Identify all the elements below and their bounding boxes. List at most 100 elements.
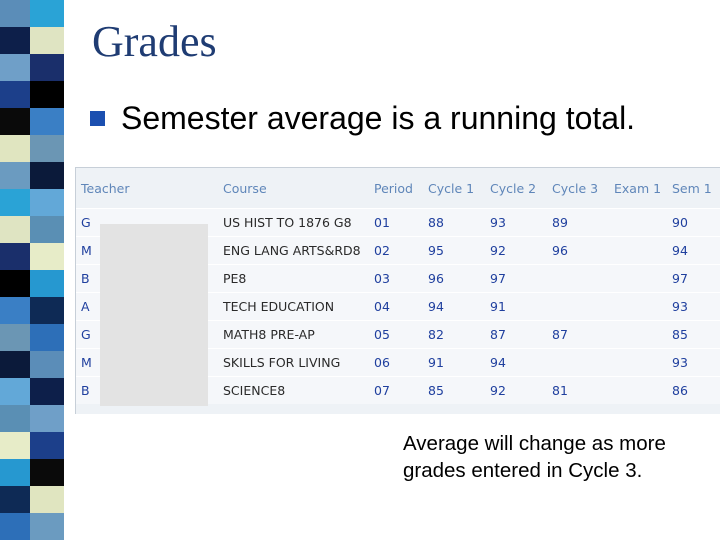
table-header-row: Teacher Course Period Cycle 1 Cycle 2 Cy… [76, 168, 720, 209]
cell-course: ENG LANG ARTS&RD8 [218, 236, 369, 265]
cell-cycle2: 87 [485, 320, 547, 349]
cell-exam1 [609, 348, 667, 377]
cell-sem1: 90 [667, 208, 720, 237]
stripe-block [30, 162, 64, 189]
stripe-block [30, 270, 64, 297]
column-header: Cycle 1 [428, 180, 475, 196]
cell-period: 06 [369, 348, 423, 377]
slide-title: Grades [92, 17, 217, 66]
stripe-block [0, 324, 30, 351]
stripe-block [0, 216, 30, 243]
cell-cycle1: 94 [423, 292, 485, 321]
cell-course: SKILLS FOR LIVING [218, 348, 369, 377]
redaction-box [100, 224, 208, 406]
cell-period: 03 [369, 264, 423, 293]
cell-period: 02 [369, 236, 423, 265]
stripe-block [30, 297, 64, 324]
stripe-block [30, 513, 64, 540]
stripe-block [0, 27, 30, 54]
stripe-block [0, 513, 30, 540]
column-header: Exam 1 [614, 180, 662, 196]
stripe-block [30, 459, 64, 486]
column-header: Course [223, 180, 267, 196]
stripe-block [0, 405, 30, 432]
stripe-block [30, 81, 64, 108]
cell-course: US HIST TO 1876 G8 [218, 208, 369, 237]
stripe-block [30, 378, 64, 405]
stripe-block [30, 54, 64, 81]
stripe-block [30, 135, 64, 162]
stripe-block [30, 27, 64, 54]
stripe-block [0, 81, 30, 108]
cell-sem1: 94 [667, 236, 720, 265]
cell-period: 07 [369, 376, 423, 404]
table-row: M SKILLS FOR LIVING 06 91 94 93 [76, 348, 720, 377]
cell-sem1: 93 [667, 292, 720, 321]
cell-cycle2: 91 [485, 292, 547, 321]
stripe-block [0, 351, 30, 378]
stripe-block [30, 351, 64, 378]
cell-course: PE8 [218, 264, 369, 293]
cell-cycle3 [547, 264, 609, 293]
stripe-block [30, 432, 64, 459]
bullet-item: Semester average is a running total. [90, 100, 635, 137]
cell-cycle2: 94 [485, 348, 547, 377]
stripe-block [30, 0, 64, 27]
bullet-square-icon [90, 111, 105, 126]
cell-cycle1: 96 [423, 264, 485, 293]
cell-cycle1: 82 [423, 320, 485, 349]
cell-sem1: 97 [667, 264, 720, 293]
cell-sem1: 93 [667, 348, 720, 377]
stripe-block [0, 54, 30, 81]
cell-period: 04 [369, 292, 423, 321]
decorative-stripe [0, 0, 64, 540]
stripe-block [30, 405, 64, 432]
stripe-block [0, 459, 30, 486]
cell-cycle3: 87 [547, 320, 609, 349]
stripe-block [30, 243, 64, 270]
stripe-block [0, 162, 30, 189]
stripe-block [0, 378, 30, 405]
cell-cycle2: 92 [485, 376, 547, 404]
stripe-block [0, 0, 30, 27]
column-header: Cycle 3 [552, 180, 599, 196]
grades-table-body: G US HIST TO 1876 G8 01 88 93 89 90 M ENG LANG A… [76, 208, 720, 404]
cell-cycle1: 95 [423, 236, 485, 265]
cell-exam1 [609, 208, 667, 237]
cell-cycle2: 97 [485, 264, 547, 293]
stripe-block [0, 135, 30, 162]
cell-cycle3: 89 [547, 208, 609, 237]
table-row: A TECH EDUCATION 04 94 91 93 [76, 292, 720, 321]
cell-course: SCIENCE8 [218, 376, 369, 404]
cell-exam1 [609, 376, 667, 404]
cell-cycle1: 91 [423, 348, 485, 377]
cell-cycle3 [547, 348, 609, 377]
stripe-block [0, 486, 30, 513]
cell-cycle3: 96 [547, 236, 609, 265]
cell-period: 01 [369, 208, 423, 237]
column-header: Cycle 2 [490, 180, 537, 196]
cell-exam1 [609, 264, 667, 293]
stripe-block [0, 108, 30, 135]
cell-cycle1: 85 [423, 376, 485, 404]
cell-cycle2: 92 [485, 236, 547, 265]
callout-note: Average will change as more grades enter… [403, 432, 666, 482]
cell-exam1 [609, 292, 667, 321]
cell-cycle2: 93 [485, 208, 547, 237]
column-header: Sem 1 [672, 180, 712, 196]
cell-exam1 [609, 320, 667, 349]
table-row: G US HIST TO 1876 G8 01 88 93 89 90 [76, 208, 720, 237]
bullet-text: Semester average is a running total. [121, 100, 636, 136]
cell-cycle3: 81 [547, 376, 609, 404]
stripe-block [0, 270, 30, 297]
stripe-block [0, 189, 30, 216]
stripe-block [30, 216, 64, 243]
stripe-block [0, 432, 30, 459]
cell-period: 05 [369, 320, 423, 349]
cell-course: MATH8 PRE-AP [218, 320, 369, 349]
cell-course: TECH EDUCATION [218, 292, 369, 321]
column-header: Teacher [81, 180, 130, 196]
stripe-block [30, 324, 64, 351]
cell-exam1 [609, 236, 667, 265]
cell-sem1: 85 [667, 320, 720, 349]
